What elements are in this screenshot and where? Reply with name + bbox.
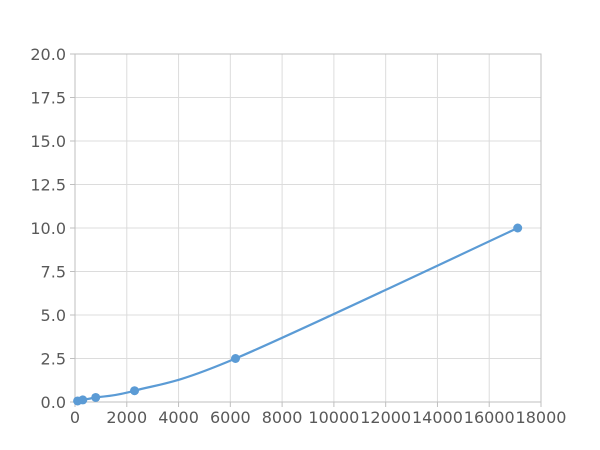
x-tick-label: 12000 xyxy=(360,408,411,427)
data-point-marker xyxy=(130,386,140,396)
x-tick-label: 14000 xyxy=(412,408,463,427)
data-point-marker xyxy=(91,392,101,402)
data-point-marker xyxy=(78,395,88,405)
x-tick-label: 16000 xyxy=(464,408,515,427)
x-tick-label: 4000 xyxy=(158,408,199,427)
y-tick-label: 2.5 xyxy=(41,349,66,368)
x-tick-label: 6000 xyxy=(210,408,251,427)
x-tick-label: 10000 xyxy=(308,408,359,427)
y-tick-label: 12.5 xyxy=(30,175,66,194)
y-tick-label: 0.0 xyxy=(41,393,66,412)
y-tick-label: 20.0 xyxy=(30,45,66,64)
data-point-marker xyxy=(231,354,241,363)
y-tick-label: 17.5 xyxy=(30,88,66,107)
x-tick-label: 18000 xyxy=(516,408,567,427)
x-tick-label: 8000 xyxy=(262,408,303,427)
y-tick-label: 5.0 xyxy=(41,306,66,325)
x-tick-label: 2000 xyxy=(106,408,147,427)
x-tick-label: 0 xyxy=(70,408,80,427)
y-tick-label: 7.5 xyxy=(41,262,66,281)
data-point-marker xyxy=(513,223,523,233)
y-tick-label: 10.0 xyxy=(30,219,66,238)
y-tick-label: 15.0 xyxy=(30,132,66,151)
